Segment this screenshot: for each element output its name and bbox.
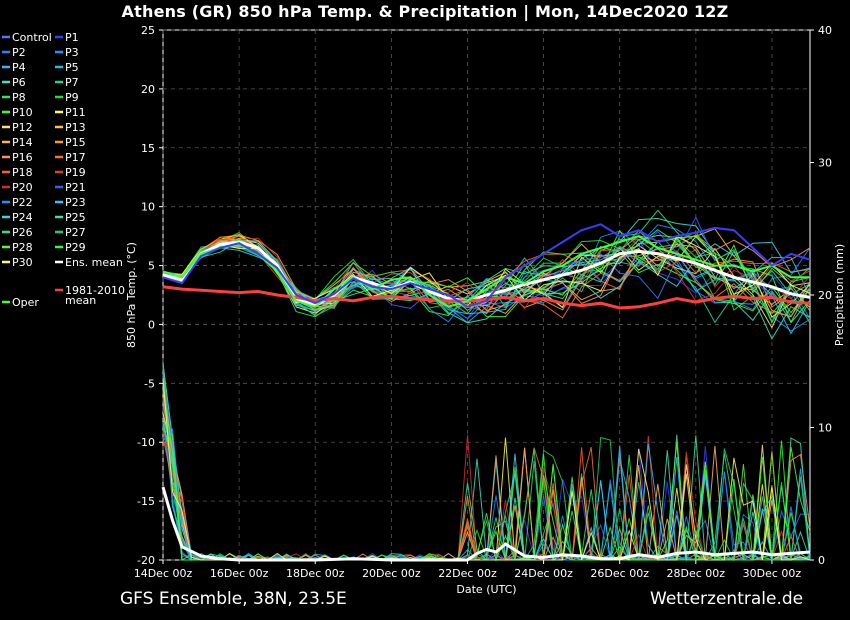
x-tick-label: 28Dec 00z bbox=[667, 567, 726, 580]
x-tick-label: 20Dec 00z bbox=[362, 567, 421, 580]
legend-label: P24 bbox=[12, 211, 33, 224]
legend-label: 1981-2010 bbox=[65, 284, 125, 297]
model-info-text: GFS Ensemble, 38N, 23.5E bbox=[120, 589, 347, 609]
legend-label: P25 bbox=[65, 211, 86, 224]
main-series bbox=[161, 223, 811, 562]
y-left-tick-label: 10 bbox=[141, 201, 155, 214]
series-line bbox=[161, 486, 811, 562]
legend-label: P13 bbox=[65, 121, 86, 134]
legend-label: P18 bbox=[12, 166, 33, 179]
y-left-tick-label: 5 bbox=[148, 260, 155, 273]
legend-label: P16 bbox=[12, 151, 33, 164]
legend-label: P10 bbox=[12, 106, 33, 119]
y-left-tick-label: -10 bbox=[137, 436, 155, 449]
legend-label: P30 bbox=[12, 256, 33, 269]
legend-label: P1 bbox=[65, 31, 79, 44]
legend-label: Control bbox=[12, 31, 52, 44]
legend-label: P11 bbox=[65, 106, 86, 119]
legend-label: P6 bbox=[12, 76, 26, 89]
legend-label: P17 bbox=[65, 151, 86, 164]
x-tick-label: 30Dec 00z bbox=[743, 567, 802, 580]
x-tick-label: 26Dec 00z bbox=[590, 567, 649, 580]
legend-label: P9 bbox=[65, 91, 79, 104]
series-line bbox=[162, 240, 811, 308]
legend-label: P29 bbox=[65, 241, 86, 254]
y-right-tick-label: 20 bbox=[818, 289, 832, 302]
y-left-tick-label: 20 bbox=[141, 83, 155, 96]
y-right-tick-label: 0 bbox=[818, 554, 825, 567]
legend-label: P22 bbox=[12, 196, 33, 209]
precip-member-line bbox=[162, 362, 811, 561]
x-tick-label: 16Dec 00z bbox=[210, 567, 269, 580]
legend-label: P3 bbox=[65, 46, 79, 59]
y-left-tick-label: -20 bbox=[137, 554, 155, 567]
x-tick-label: 22Dec 00z bbox=[438, 567, 497, 580]
legend-label: P14 bbox=[12, 136, 33, 149]
legend-label: mean bbox=[65, 294, 96, 307]
chart-title: Athens (GR) 850 hPa Temp. & Precipitatio… bbox=[121, 2, 729, 21]
y-left-axis-label: 850 hPa Temp. (°C) bbox=[125, 242, 138, 348]
legend-label: P26 bbox=[12, 226, 33, 239]
legend-label: P5 bbox=[65, 61, 79, 74]
y-left-tick-label: -15 bbox=[137, 495, 155, 508]
legend-label: P20 bbox=[12, 181, 33, 194]
legend-label: P7 bbox=[65, 76, 79, 89]
source-credit[interactable]: Wetterzentrale.de bbox=[650, 589, 804, 609]
legend-label: P23 bbox=[65, 196, 86, 209]
y-left-tick-label: 0 bbox=[148, 318, 155, 331]
series-line bbox=[162, 235, 810, 308]
precip-member-line bbox=[162, 363, 810, 561]
legend-label: P27 bbox=[65, 226, 86, 239]
legend-label: P4 bbox=[12, 61, 26, 74]
x-axis-label: Date (UTC) bbox=[456, 583, 516, 596]
ensemble-member-line bbox=[162, 240, 811, 323]
legend-label: P12 bbox=[12, 121, 33, 134]
x-tick-label: 18Dec 00z bbox=[286, 567, 345, 580]
y-left-tick-label: 25 bbox=[141, 24, 155, 37]
legend-label: P15 bbox=[65, 136, 86, 149]
series-line bbox=[162, 223, 811, 308]
x-tick-label: 24Dec 00z bbox=[514, 567, 573, 580]
legend-label: Ens. mean bbox=[65, 256, 123, 269]
precip-member-line bbox=[162, 418, 811, 562]
legend-label: P2 bbox=[12, 46, 26, 59]
legend-label: P28 bbox=[12, 241, 33, 254]
y-right-tick-label: 10 bbox=[818, 422, 832, 435]
legend: Control P1 P2 P3 P4 P5 P6 P7 P8 P9 P10 P11 P12 P13 P14… bbox=[2, 31, 125, 309]
y-left-tick-label: 15 bbox=[141, 142, 155, 155]
y-right-tick-label: 30 bbox=[818, 157, 832, 170]
legend-label: Oper bbox=[12, 296, 39, 309]
legend-label: P19 bbox=[65, 166, 86, 179]
ensemble-member-lines bbox=[162, 209, 811, 340]
precip-member-line bbox=[162, 364, 811, 562]
precip-member-line bbox=[162, 361, 811, 561]
y-right-axis-label: Precipitation (mm) bbox=[833, 244, 846, 346]
axes: 25 20 15 10 5 0 -5 -10 -15 -20 40 30 20 10 0 14Dec 00z 1… bbox=[125, 24, 846, 596]
legend-label: P8 bbox=[12, 91, 26, 104]
y-left-tick-label: -5 bbox=[144, 377, 155, 390]
legend-label: P21 bbox=[65, 181, 86, 194]
precip-member-lines bbox=[162, 361, 811, 562]
x-tick-label: 14Dec 00z bbox=[134, 567, 193, 580]
y-right-tick-label: 40 bbox=[818, 24, 832, 37]
